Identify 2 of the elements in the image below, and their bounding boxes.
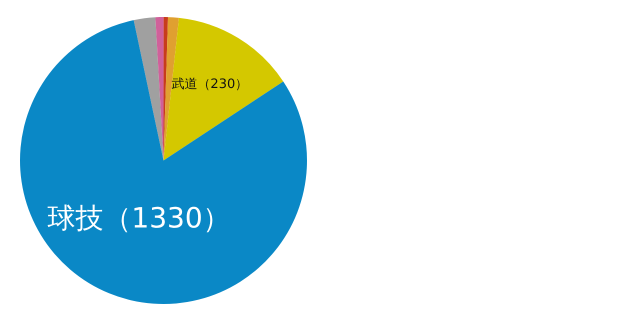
slice-label: 球技（1330） xyxy=(47,202,231,235)
slice-label: 武道（230） xyxy=(171,76,248,92)
